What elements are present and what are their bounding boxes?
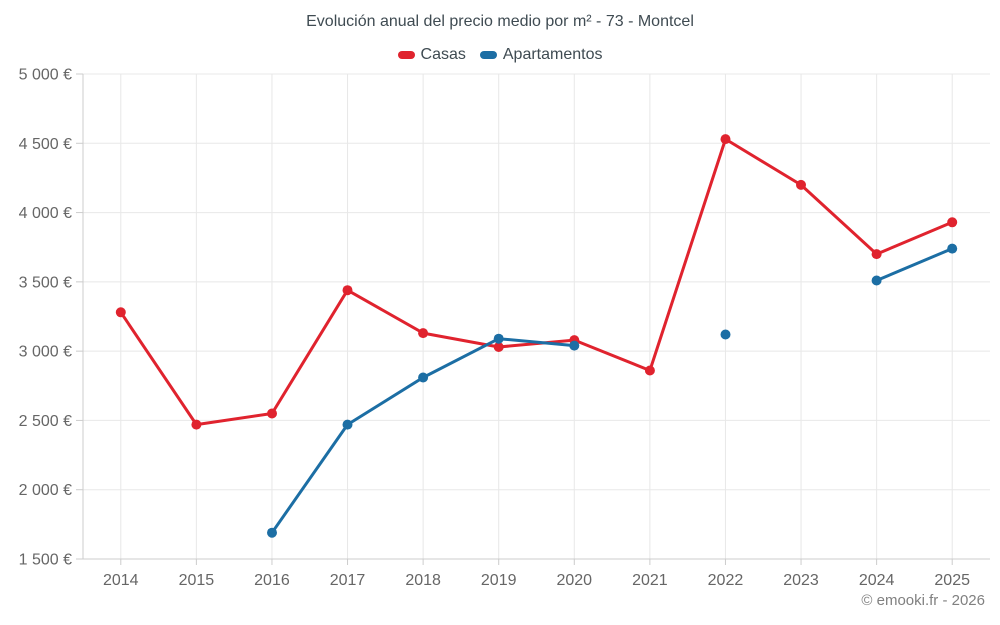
series-apartamentos [267,243,958,538]
x-tick-label-2014: 2014 [103,572,139,589]
legend-item-apartamentos[interactable]: Apartamentos [479,46,603,64]
y-tick-label-4000: 4 000 € [19,205,72,222]
y-gridlines [76,73,990,560]
legend-swatch-casas-icon [397,51,415,59]
chart-legend: Casas Apartamentos [0,46,1000,64]
point-casas-2023[interactable] [796,179,806,190]
point-casas-2022[interactable] [720,134,731,145]
legend-item-casas[interactable]: Casas [397,46,466,64]
y-tick-label-3000: 3 000 € [19,344,72,361]
point-casas-2014[interactable] [115,307,126,318]
y-tick-label-5000: 5 000 € [19,67,72,84]
x-gridlines [120,74,953,559]
y-tick-label-1500: 1 500 € [19,552,72,569]
point-apartamentos-2017[interactable] [342,419,353,430]
x-tick-label-2019: 2019 [481,572,517,589]
point-casas-2015[interactable] [191,419,202,430]
point-apartamentos-2022[interactable] [720,329,731,340]
legend-swatch-apartamentos-icon [479,51,497,59]
point-apartamentos-2024[interactable] [871,275,882,286]
point-apartamentos-2019[interactable] [493,333,504,344]
y-tick-label-4500: 4 500 € [19,136,72,153]
x-tick-label-2023: 2023 [783,572,819,589]
y-tick-label-2000: 2 000 € [19,482,72,499]
point-casas-2024[interactable] [871,249,882,260]
x-tick-label-2016: 2016 [254,572,290,589]
x-tick-label-2022: 2022 [708,572,744,589]
point-apartamentos-2020[interactable] [569,340,580,351]
y-tick-label-3500: 3 500 € [19,274,72,291]
x-tick-label-2017: 2017 [330,572,366,589]
x-axis-labels: 2014 2015 2016 2017 2018 2019 2020 2021 2022 2023… [103,559,970,589]
x-tick-label-2024: 2024 [859,572,895,589]
x-tick-label-2025: 2025 [934,572,970,589]
y-tick-label-2500: 2 500 € [19,413,72,430]
watermark: © emooki.fr - 2026 [861,592,985,609]
point-casas-2021[interactable] [644,365,655,376]
point-casas-2025[interactable] [947,217,958,228]
point-apartamentos-2018[interactable] [418,372,429,383]
y-axis-labels: 1 500 € 2 000 € 2 500 € 3 000 € 3 500 € 4 000… [19,67,72,569]
legend-label-casas: Casas [420,46,466,63]
point-apartamentos-2016[interactable] [267,527,277,538]
point-casas-2018[interactable] [418,328,429,339]
point-casas-2016[interactable] [267,408,277,419]
x-tick-label-2020: 2020 [556,572,592,589]
point-casas-2017[interactable] [342,285,353,296]
point-casas-2019[interactable] [493,342,504,352]
x-tick-label-2018: 2018 [405,572,441,589]
point-apartamentos-2025[interactable] [947,243,958,254]
legend-label-apartamentos: Apartamentos [502,46,603,63]
x-tick-label-2021: 2021 [632,572,668,589]
chart-title: Evolución anual del precio medio por m² … [306,13,694,30]
x-tick-label-2015: 2015 [179,572,215,589]
